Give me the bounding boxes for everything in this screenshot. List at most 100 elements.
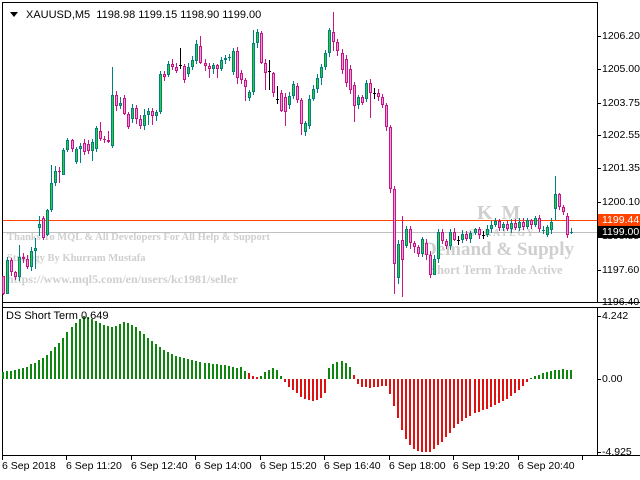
time-axis-label[interactable]: 6 Sep 18:00 <box>389 460 446 472</box>
histogram-bar <box>187 359 189 379</box>
candle-body <box>292 84 295 96</box>
candle-wick <box>35 238 36 269</box>
histogram-bar <box>224 365 226 379</box>
candle-body <box>328 30 331 53</box>
histogram-bar <box>332 364 334 379</box>
histogram-bar <box>87 317 89 379</box>
histogram-bar <box>389 379 391 394</box>
candle-doji-body <box>457 240 460 241</box>
frame-top <box>2 2 598 3</box>
histogram-bar <box>421 379 423 452</box>
pane-separator-top[interactable] <box>2 302 640 303</box>
candle-body <box>449 232 452 246</box>
candle-body <box>34 248 37 251</box>
time-axis-label[interactable]: 6 Sep 20:40 <box>518 460 575 472</box>
candle-body <box>336 42 339 51</box>
histogram-bar <box>336 362 338 379</box>
time-axis-label[interactable]: 6 Sep 11:20 <box>66 460 122 472</box>
candle-body <box>87 144 90 151</box>
histogram-bar <box>264 372 266 379</box>
candle-body <box>357 97 360 105</box>
candle-body <box>103 139 106 140</box>
histogram-bar <box>204 363 206 379</box>
candle-body <box>421 239 424 254</box>
histogram-bar <box>256 377 258 379</box>
candle-body <box>62 150 65 175</box>
collapse-triangle-icon[interactable] <box>10 12 18 17</box>
histogram-bar <box>58 343 60 379</box>
histogram-bar <box>155 344 157 379</box>
candle-body <box>119 103 122 106</box>
indicator-label[interactable]: DS Short Term 0.649 <box>6 310 109 322</box>
histogram-bar <box>212 364 214 379</box>
time-axis-label[interactable]: 6 Sep 19:20 <box>453 460 510 472</box>
histogram-bar <box>518 379 520 390</box>
time-axis-label[interactable]: 6 Sep 14:00 <box>195 460 252 472</box>
price-scale-label: 1200.10 <box>602 196 640 208</box>
candle-body <box>272 73 275 93</box>
histogram-bar <box>324 379 326 393</box>
watermark-short-term: Short Term Trade Active <box>430 263 563 277</box>
ohlc-values: 1198.98 1199.15 1198.90 1199.00 <box>90 9 262 21</box>
candle-body <box>566 216 569 235</box>
candle-body <box>18 257 21 277</box>
histogram-bar <box>95 321 97 379</box>
histogram-bar <box>546 372 548 379</box>
time-tick <box>582 456 583 460</box>
histogram-bar <box>506 379 508 399</box>
candle-body <box>195 44 198 61</box>
candle-body <box>38 224 41 228</box>
histogram-bar <box>320 379 322 398</box>
bid-price-badge: 1199.00 <box>598 226 640 238</box>
candle-body <box>522 222 525 227</box>
time-axis-label[interactable]: 6 Sep 12:40 <box>131 460 188 472</box>
candle-wick <box>152 108 153 125</box>
histogram-bar <box>441 379 443 442</box>
histogram-bar <box>328 368 330 379</box>
candle-wick <box>209 63 210 78</box>
candle-body <box>212 65 215 69</box>
histogram-bar <box>208 363 210 379</box>
candle-body <box>300 100 303 124</box>
histogram-bar <box>79 319 81 379</box>
histogram-bar <box>494 379 496 405</box>
candle-body <box>546 227 549 235</box>
histogram-bar <box>220 365 222 379</box>
candle-body <box>409 229 412 243</box>
candle-body <box>111 95 114 146</box>
histogram-bar <box>99 323 101 379</box>
pane-separator-bottom[interactable] <box>2 307 640 308</box>
time-tick <box>260 456 261 460</box>
histogram-bar <box>469 379 471 416</box>
histogram-bar <box>465 379 467 418</box>
histogram-bar <box>236 368 238 379</box>
candle-doji-body <box>268 71 271 72</box>
histogram-bar <box>179 357 181 379</box>
candle-body <box>248 92 251 98</box>
histogram-bar <box>482 379 484 410</box>
candle-body <box>405 229 408 246</box>
candle-body <box>46 210 49 235</box>
candle-body <box>562 207 565 212</box>
bid-price-line <box>3 232 597 233</box>
histogram-bar <box>514 379 516 393</box>
candle-body <box>437 232 440 259</box>
histogram-bar <box>71 327 73 379</box>
histogram-bar <box>522 379 524 386</box>
time-axis-label[interactable]: 6 Sep 15:20 <box>260 460 317 472</box>
time-tick <box>2 456 3 460</box>
time-axis-label[interactable]: 6 Sep 16:40 <box>324 460 381 472</box>
candle-body <box>91 142 94 151</box>
time-axis-label[interactable]: 6 Sep 2018 <box>2 460 56 472</box>
candle-body <box>54 171 57 183</box>
candle-body <box>95 128 98 149</box>
histogram-bar <box>284 379 286 382</box>
candle-body <box>429 255 432 275</box>
candle-body <box>171 64 174 67</box>
histogram-bar <box>353 375 355 379</box>
candle-body <box>316 78 319 89</box>
candle-body <box>353 85 356 106</box>
histogram-bar <box>10 371 12 379</box>
